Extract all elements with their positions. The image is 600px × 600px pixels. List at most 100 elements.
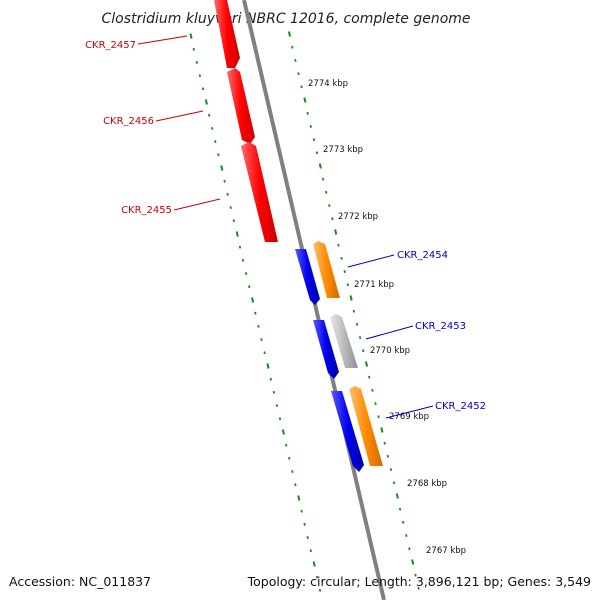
connector-ckr-2452 (385, 405, 434, 419)
gene-label-ckr-2456[interactable]: CKR_2456 (103, 116, 154, 127)
right-tick-mark (349, 295, 353, 301)
right-tick-mark (414, 573, 417, 577)
gene-label-connectors (137, 35, 434, 419)
left-tick-mark (211, 127, 214, 130)
left-tick-mark (244, 272, 248, 276)
right-tick-mark (331, 217, 334, 221)
left-tick-mark (251, 297, 255, 303)
gene-arrow-orange-1[interactable] (313, 241, 340, 298)
right-tick-mark (402, 520, 405, 524)
left-tick-mark (226, 192, 229, 196)
left-tick-mark (263, 351, 266, 355)
accession-text: Accession: NC_011837 (9, 574, 151, 589)
gene-arrow-ckr-2457[interactable] (214, 0, 240, 68)
right-tick-mark (364, 361, 369, 367)
connector-ckr-2455 (173, 198, 221, 211)
scale-label-2773: 2773 kbp (323, 145, 363, 155)
right-tick-mark (334, 229, 338, 235)
left-tick-mark (278, 417, 282, 421)
left-tick-mark (235, 231, 239, 237)
right-tick-mark (377, 415, 380, 419)
right-tick-mark (408, 547, 411, 551)
right-tick-mark (411, 559, 415, 565)
gene-arrow-blue-2[interactable] (313, 320, 339, 379)
right-tick-mark (358, 336, 362, 340)
right-tick-mark (328, 204, 331, 208)
left-tick-mark (248, 285, 251, 289)
gene-label-ckr-2455[interactable]: CKR_2455 (121, 205, 172, 216)
right-tick-mark (362, 349, 365, 353)
left-tick-mark (318, 588, 322, 592)
right-tick-mark (398, 507, 402, 511)
connector-ckr-2454 (347, 254, 395, 268)
right-tick-mark (325, 190, 328, 194)
left-tick-mark (220, 165, 224, 171)
right-tick-mark (303, 97, 307, 103)
right-tick-mark (287, 31, 292, 37)
scale-label-2772: 2772 kbp (338, 212, 378, 222)
right-tick-mark (340, 256, 343, 260)
left-tick-mark (198, 74, 202, 78)
gene-arrow-gray[interactable] (330, 314, 358, 368)
left-tick-mark (315, 575, 319, 579)
left-tick-mark (291, 470, 294, 474)
left-tick-mark (294, 483, 297, 487)
red-gene-track (214, 0, 278, 242)
left-tick-mark (303, 522, 306, 526)
right-tick-mark (294, 58, 297, 62)
right-tick-mark (306, 111, 309, 115)
gene-arrow-orange-2[interactable] (349, 386, 383, 466)
connector-ckr-2456 (155, 110, 204, 122)
left-tick-mark (208, 113, 211, 117)
left-tick-mark (300, 509, 303, 513)
right-tick-mark (291, 45, 294, 49)
right-tick-mark (321, 177, 325, 181)
scale-label-2767: 2767 kbp (426, 546, 466, 556)
gene-label-ckr-2452[interactable]: CKR_2452 (435, 401, 486, 412)
gene-arrow-ckr-2455[interactable] (241, 142, 278, 242)
right-tick-mark (386, 454, 389, 458)
right-tick-mark (355, 322, 359, 326)
left-tick-mark (312, 561, 316, 567)
gene-arrow-ckr-2456[interactable] (227, 68, 255, 144)
left-tick-mark (281, 429, 285, 435)
scale-label-2774: 2774 kbp (308, 79, 348, 89)
gene-label-ckr-2457[interactable]: CKR_2457 (85, 40, 136, 51)
left-tick-mark (297, 495, 301, 501)
left-tick-mark (189, 33, 193, 39)
left-tick-mark (254, 311, 257, 315)
left-tick-mark (223, 179, 226, 183)
right-tick-mark (371, 388, 374, 392)
left-tick-mark (229, 206, 232, 210)
right-tick-mark (405, 534, 408, 538)
right-tick-mark (374, 402, 377, 406)
left-tick-track (189, 33, 322, 592)
right-tick-mark (318, 163, 322, 169)
right-tick-mark (312, 138, 316, 142)
gene-arrow-blue-1[interactable] (295, 249, 320, 305)
gene-label-ckr-2454[interactable]: CKR_2454 (397, 250, 448, 261)
left-tick-mark (204, 99, 208, 105)
gene-arrow-blue-3[interactable] (331, 391, 364, 472)
scale-label-2768: 2768 kbp (407, 479, 447, 489)
left-tick-mark (241, 258, 245, 262)
connector-ckr-2457 (137, 35, 188, 45)
right-tick-mark (300, 85, 303, 89)
left-tick-mark (260, 338, 263, 342)
scale-label-2770: 2770 kbp (370, 346, 410, 356)
right-tick-mark (352, 309, 356, 313)
blue-gene-track (295, 249, 364, 472)
right-tick-mark (389, 468, 393, 472)
left-tick-mark (217, 153, 220, 157)
right-tick-mark (395, 493, 399, 499)
gene-label-ckr-2453[interactable]: CKR_2453 (415, 321, 466, 332)
left-tick-mark (306, 536, 309, 540)
left-tick-mark (232, 219, 235, 223)
left-tick-mark (288, 456, 291, 460)
right-tick-mark (368, 375, 371, 379)
left-tick-mark (238, 245, 242, 249)
right-tick-mark (309, 124, 312, 128)
right-tick-mark (337, 243, 340, 247)
right-tick-track (287, 31, 420, 590)
